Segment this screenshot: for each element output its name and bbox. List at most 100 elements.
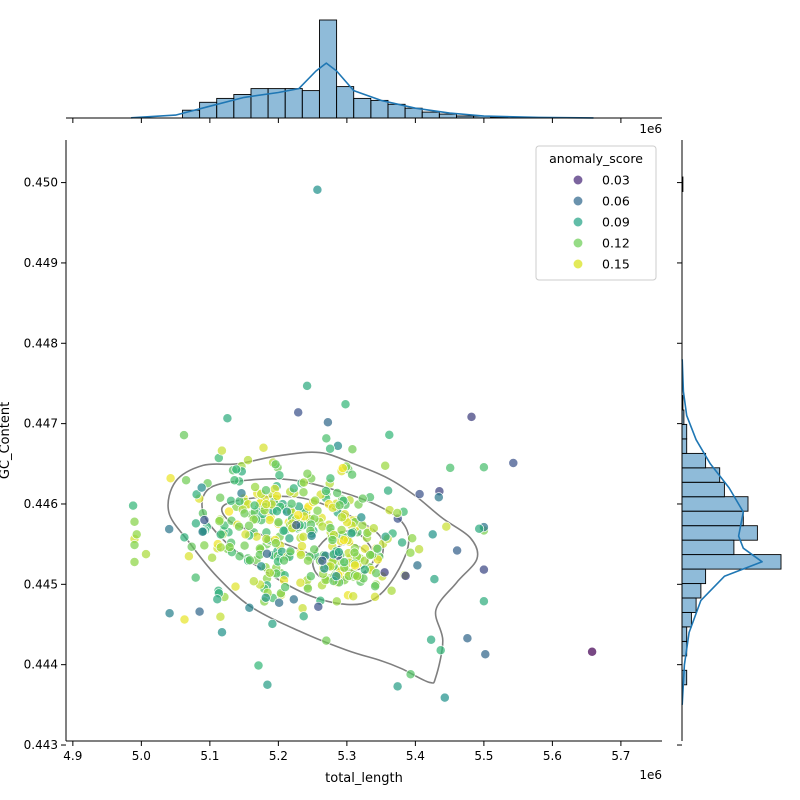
scatter-point	[212, 594, 223, 605]
scatter-point	[392, 508, 403, 518]
scatter-point	[285, 546, 296, 557]
scatter-point	[273, 517, 284, 528]
scatter-point	[236, 488, 247, 499]
scatter-point	[302, 380, 313, 391]
y-hist-bar	[681, 611, 692, 628]
scatter-point	[386, 585, 397, 596]
scatter-point	[197, 526, 208, 537]
scatter-point	[278, 525, 289, 536]
scatter-point	[435, 645, 446, 656]
scatter-point	[321, 635, 332, 646]
main-axes: 4.9 5.0 5.1 5.2 5.3 5.4 5.5 5.6 5.7 0.443 0.444 0.4…	[24, 140, 662, 763]
scatter-point	[264, 567, 275, 578]
scatter-point	[244, 602, 255, 613]
scatter-point	[272, 491, 282, 501]
scatter-point	[407, 533, 418, 544]
legend-label: 0.03	[602, 173, 630, 188]
scatter-point	[336, 525, 347, 535]
scatter-point	[452, 545, 463, 556]
legend-marker	[572, 195, 584, 207]
y-tick-label: 0.449	[24, 256, 58, 270]
scatter-point	[317, 555, 328, 566]
scatter-point	[368, 523, 379, 534]
scatter-point	[131, 529, 142, 540]
scatter-point	[274, 597, 285, 608]
scatter-point	[224, 542, 235, 553]
scatter-point	[371, 568, 382, 579]
scatter-point	[321, 486, 331, 496]
x-hist-bar	[336, 86, 355, 119]
y-hist-bar	[681, 568, 707, 585]
scatter-point	[392, 681, 403, 692]
y-hist-bar	[681, 525, 758, 541]
scatter-point	[239, 540, 250, 551]
scatter-point	[338, 535, 349, 545]
scatter-point	[346, 528, 357, 539]
scatter-point	[274, 470, 285, 481]
scatter-point	[405, 669, 416, 680]
scatter-point	[226, 495, 236, 506]
scatter-point	[347, 444, 358, 455]
scatter-point	[229, 475, 240, 486]
scatter-point	[281, 506, 292, 517]
scatter-point	[356, 512, 367, 523]
scatter-point	[333, 547, 344, 558]
top-marginal-axis	[66, 117, 662, 123]
scatter-point	[190, 572, 201, 583]
scatter-point	[270, 538, 281, 549]
scatter-point	[244, 520, 254, 531]
scatter-point	[293, 510, 304, 521]
scatter-point	[298, 487, 309, 498]
scatter-point	[587, 646, 598, 657]
scatter-point	[183, 551, 194, 562]
x-hist-bar	[250, 88, 269, 119]
scatter-point	[179, 614, 190, 625]
scatter-point	[215, 529, 226, 540]
scatter-point	[297, 541, 307, 552]
y-tick-label: 0.447	[24, 417, 58, 431]
scatter-point	[350, 560, 360, 571]
y-kde-line	[681, 359, 763, 705]
scatter-point	[248, 576, 259, 587]
legend-marker	[572, 174, 584, 186]
scatter-point	[288, 594, 299, 605]
scatter-point	[414, 544, 425, 555]
scatter-point	[258, 442, 269, 453]
y-hist-bar	[681, 467, 721, 483]
scatter-point	[397, 537, 408, 548]
y-axis-label: GC_Content	[0, 402, 13, 479]
scatter-point	[129, 540, 140, 550]
scatter-point	[250, 482, 261, 492]
scatter-point	[478, 462, 489, 473]
scatter-point	[325, 473, 336, 484]
scatter-point	[165, 473, 176, 484]
y-tick-label: 0.448	[24, 336, 58, 350]
scatter-point	[288, 483, 299, 494]
scatter-point	[234, 521, 245, 532]
y-hist-bar	[681, 438, 688, 454]
scatter-point	[380, 460, 391, 471]
scatter-point	[303, 555, 313, 566]
scatter-point	[186, 541, 197, 552]
right-marginal-histogram	[681, 176, 782, 705]
scatter-point	[384, 429, 395, 440]
x-tick-label: 5.0	[132, 749, 151, 763]
x-axis-label: total_length	[325, 771, 403, 786]
scatter-point	[261, 499, 272, 510]
scatter-point	[462, 633, 473, 644]
scatter-point	[370, 591, 380, 602]
top-marginal-histogram	[131, 19, 594, 119]
y-hist-bar	[681, 554, 782, 570]
legend-marker	[572, 216, 584, 228]
scatter-point	[426, 634, 437, 645]
legend-label: 0.06	[602, 194, 630, 209]
x-hist-bar	[438, 113, 457, 119]
scatter-point	[271, 506, 282, 517]
scatter-point	[349, 547, 360, 558]
y-hist-bar	[681, 481, 725, 498]
scatter-point	[181, 475, 192, 486]
scatter-point	[370, 581, 381, 592]
x-tick-label: 5.6	[543, 749, 562, 763]
y-hist-bar	[681, 583, 702, 599]
x-tick-label: 5.5	[474, 749, 493, 763]
